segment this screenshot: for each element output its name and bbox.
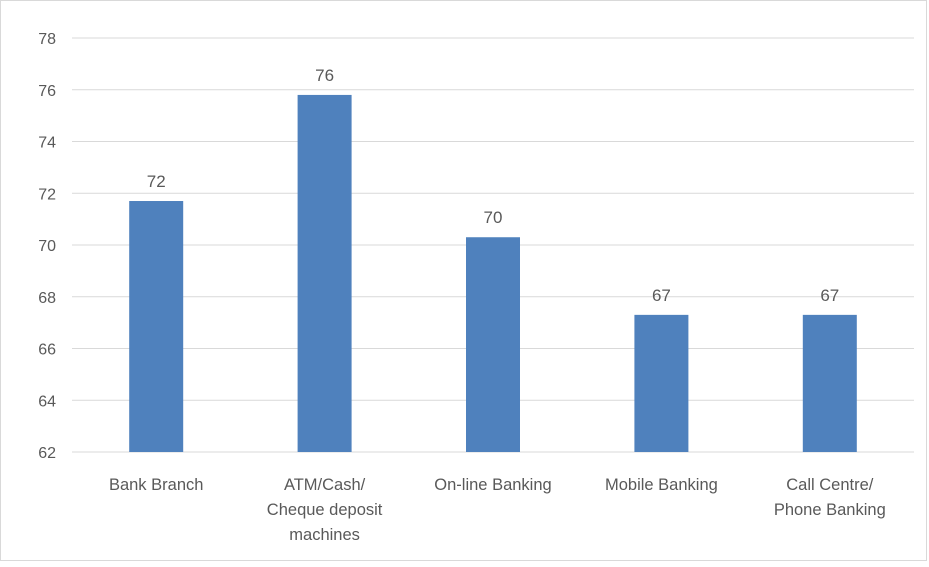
category-label: Mobile Banking: [605, 476, 718, 494]
x-axis-categories: Bank Branch ATM/Cash/Cheque deposit machin…: [109, 476, 886, 544]
category-label: ATM/Cash/: [284, 476, 366, 494]
data-label: 70: [484, 208, 503, 227]
y-tick-label: 70: [38, 238, 56, 255]
data-label: 67: [652, 286, 671, 305]
y-tick-label: 78: [38, 31, 56, 48]
data-label: 76: [315, 66, 334, 85]
y-tick-label: 64: [38, 393, 56, 410]
y-tick-label: 66: [38, 342, 56, 359]
y-tick-label: 62: [38, 445, 56, 462]
bars: [129, 94, 857, 453]
y-tick-label: 72: [38, 186, 56, 203]
category-label: machines: [289, 526, 360, 544]
category-label: Call Centre/: [786, 476, 874, 494]
y-tick-label: 76: [38, 83, 56, 100]
bar: [297, 94, 352, 453]
data-labels: 72 76 70 67 67: [147, 66, 840, 305]
category-label: Phone Banking: [774, 501, 886, 519]
y-tick-label: 74: [38, 135, 56, 152]
bar: [466, 237, 520, 452]
data-label: 67: [820, 286, 839, 305]
bar: [129, 201, 184, 452]
bar: [634, 314, 689, 452]
category-label: Bank Branch: [109, 476, 203, 494]
y-tick-label: 68: [38, 290, 56, 307]
y-axis-ticks: 62 64 66 68 70 72 74 76 78: [38, 31, 56, 462]
bar: [802, 314, 857, 452]
category-label: Cheque deposit: [267, 501, 383, 519]
category-label: On-line Banking: [434, 476, 551, 494]
data-label: 72: [147, 172, 166, 191]
